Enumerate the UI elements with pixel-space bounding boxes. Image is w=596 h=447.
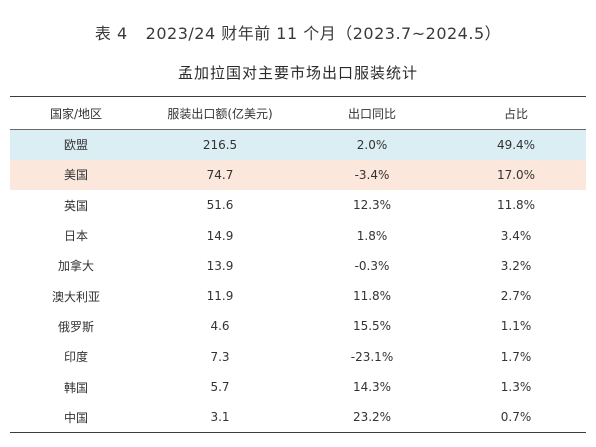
cell-value: 11.9	[206, 289, 234, 304]
cell-country: 加拿大	[57, 259, 94, 274]
cell-value: 14.9	[206, 228, 234, 243]
cell-value: 4.6	[210, 319, 230, 334]
table-title-text: 2023/24 财年前 11 个月（2023.7~2024.5）	[145, 24, 502, 43]
table-header: 国家/地区 服装出口额(亿美元) 出口同比 占比	[10, 96, 586, 130]
table-body: 欧盟 216.5 2.0% 49.4% 美国 74.7 -3.4% 17.0% …	[10, 129, 586, 433]
cell-share: 2.7%	[500, 289, 532, 304]
cell-yoy: 12.3%	[352, 198, 392, 213]
table-title: 表 4 2023/24 财年前 11 个月（2023.7~2024.5）	[0, 20, 596, 44]
cell-country: 日本	[63, 229, 88, 244]
header-row: 国家/地区 服装出口额(亿美元) 出口同比 占比	[10, 96, 586, 130]
cell-country: 印度	[63, 350, 88, 365]
table-row: 澳大利亚 11.9 11.8% 2.7%	[10, 281, 586, 311]
cell-country: 俄罗斯	[57, 319, 94, 334]
table-row: 美国 74.7 -3.4% 17.0%	[10, 159, 586, 191]
cell-yoy: 14.3%	[352, 380, 392, 395]
cell-country: 英国	[63, 198, 88, 213]
cell-share: 11.8%	[496, 198, 536, 213]
table-subtitle: 孟加拉国对主要市场出口服装统计	[177, 64, 418, 82]
cell-value: 3.1	[210, 410, 230, 425]
table-row: 欧盟 216.5 2.0% 49.4%	[10, 129, 586, 160]
cell-yoy: 23.2%	[352, 410, 392, 425]
cell-yoy: -23.1%	[350, 349, 394, 364]
cell-yoy: 11.8%	[352, 289, 392, 304]
cell-share: 0.7%	[500, 410, 532, 425]
table-row: 俄罗斯 4.6 15.5% 1.1%	[10, 311, 586, 341]
table-number: 表 4	[94, 24, 128, 43]
export-table: 国家/地区 服装出口额(亿美元) 出口同比 占比 欧盟 216.5 2.0% 4…	[10, 96, 586, 433]
cell-value: 5.7	[210, 380, 230, 395]
cell-share: 3.2%	[500, 258, 532, 273]
cell-country: 澳大利亚	[51, 289, 100, 304]
cell-country: 韩国	[63, 380, 88, 395]
cell-yoy: 2.0%	[298, 129, 446, 160]
table-row: 印度 7.3 -23.1% 1.7%	[10, 342, 586, 372]
cell-country: 美国	[10, 159, 142, 191]
cell-share: 3.4%	[500, 228, 532, 243]
cell-yoy: 1.8%	[356, 228, 388, 243]
table-row: 韩国 5.7 14.3% 1.3%	[10, 372, 586, 402]
header-share: 占比	[503, 106, 528, 121]
cell-value: 51.6	[206, 198, 234, 213]
table-row: 加拿大 13.9 -0.3% 3.2%	[10, 251, 586, 281]
cell-value: 216.5	[142, 129, 298, 160]
table-row: 日本 14.9 1.8% 3.4%	[10, 220, 586, 250]
table-row: 中国 3.1 23.2% 0.7%	[10, 402, 586, 433]
cell-yoy: 15.5%	[352, 319, 392, 334]
cell-country: 欧盟	[10, 129, 142, 160]
header-yoy: 出口同比	[347, 106, 396, 121]
cell-value: 7.3	[210, 349, 230, 364]
cell-value: 13.9	[206, 258, 234, 273]
cell-share: 17.0%	[446, 159, 586, 191]
cell-yoy: -0.3%	[354, 258, 390, 273]
header-country: 国家/地区	[49, 106, 103, 121]
cell-share: 1.1%	[500, 319, 532, 334]
cell-yoy: -3.4%	[298, 159, 446, 191]
header-export-value: 服装出口额(亿美元)	[167, 106, 273, 121]
cell-country: 中国	[63, 410, 88, 425]
cell-share: 1.7%	[500, 349, 532, 364]
cell-value: 74.7	[142, 159, 298, 191]
cell-share: 49.4%	[446, 129, 586, 160]
table-row: 英国 51.6 12.3% 11.8%	[10, 190, 586, 220]
cell-share: 1.3%	[500, 380, 532, 395]
